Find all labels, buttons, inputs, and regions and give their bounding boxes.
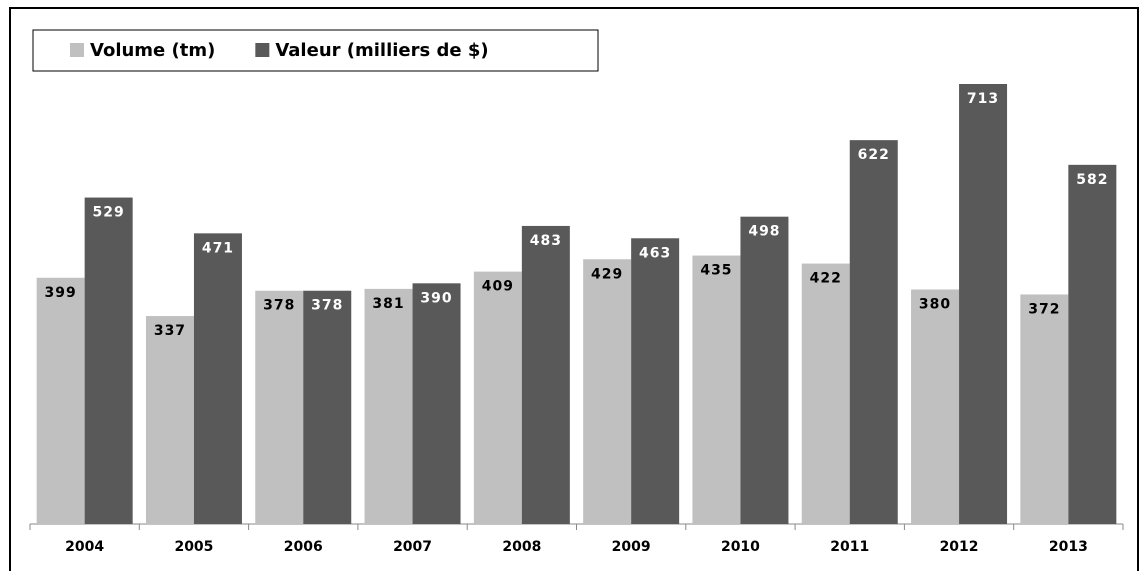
legend-swatch <box>70 43 84 57</box>
bar <box>583 259 632 524</box>
data-label: 381 <box>372 296 404 312</box>
data-label: 713 <box>967 91 999 107</box>
data-label: 378 <box>311 298 343 314</box>
data-label: 380 <box>919 296 951 312</box>
x-tick-label: 2011 <box>830 539 869 555</box>
bar <box>84 197 133 524</box>
x-tick-label: 2004 <box>65 539 104 555</box>
bar <box>473 271 522 524</box>
data-label: 463 <box>639 245 671 261</box>
x-tick-label: 2005 <box>174 539 213 555</box>
x-tick-label: 2006 <box>284 539 323 555</box>
legend-label: Volume (tm) <box>90 40 215 61</box>
data-label: 622 <box>858 147 890 163</box>
data-label: 483 <box>530 233 562 249</box>
data-label: 337 <box>154 323 186 339</box>
x-tick-label: 2012 <box>940 539 979 555</box>
bar <box>255 290 304 524</box>
bar <box>412 283 461 524</box>
data-label: 422 <box>810 271 842 287</box>
data-label: 529 <box>93 205 125 221</box>
bar <box>801 263 850 524</box>
x-tick-label: 2008 <box>502 539 541 555</box>
bar <box>521 225 570 524</box>
data-label: 435 <box>700 263 732 279</box>
data-label: 378 <box>263 298 295 314</box>
bar <box>740 216 789 524</box>
bar <box>145 316 194 524</box>
x-tick-label: 2013 <box>1049 539 1088 555</box>
x-tick-label: 2007 <box>393 539 432 555</box>
bar <box>36 277 85 524</box>
bar <box>193 233 242 524</box>
x-tick-label: 2010 <box>721 539 760 555</box>
bar <box>692 255 741 524</box>
data-label: 471 <box>202 240 234 256</box>
x-tick-label: 2009 <box>612 539 651 555</box>
data-label: 390 <box>420 290 452 306</box>
data-label: 409 <box>482 279 514 295</box>
bar <box>1020 294 1069 524</box>
data-label: 399 <box>45 285 77 301</box>
legend-box <box>32 29 599 72</box>
bar <box>631 238 680 524</box>
bar <box>1068 164 1117 524</box>
bar <box>849 140 898 524</box>
legend-label: Valeur (milliers de $) <box>275 40 488 61</box>
bar <box>959 84 1008 524</box>
data-label: 582 <box>1076 172 1108 188</box>
bar <box>364 288 413 524</box>
data-label: 372 <box>1028 301 1060 317</box>
data-label: 429 <box>591 266 623 282</box>
bar <box>911 289 960 524</box>
legend-swatch <box>255 43 270 57</box>
chart-frame <box>9 7 1139 571</box>
data-label: 498 <box>748 224 780 240</box>
bar <box>303 290 352 524</box>
